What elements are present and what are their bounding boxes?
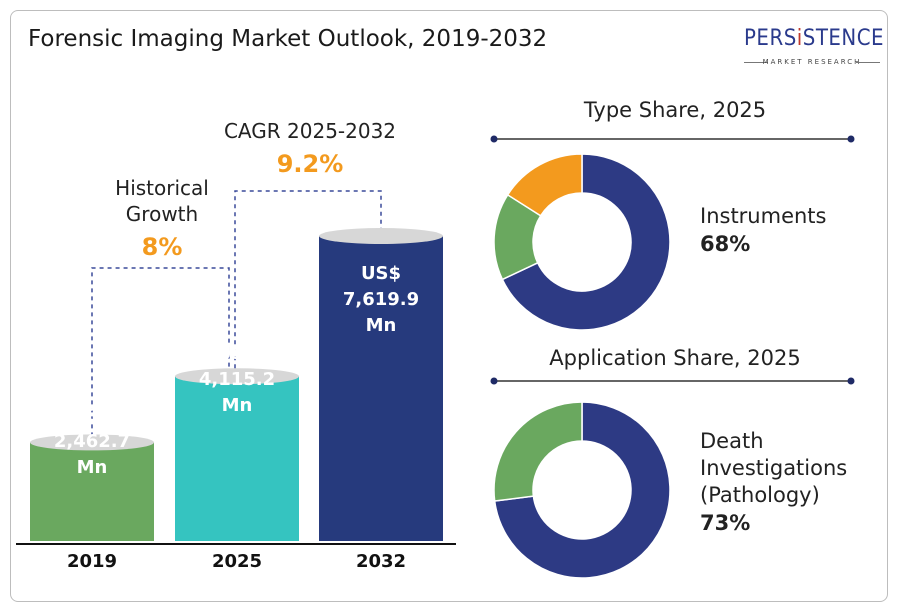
- instruments-value: 68%: [700, 232, 751, 256]
- x-tick-2032: 2032: [355, 551, 407, 572]
- historical-growth-label: Historical Growth: [115, 176, 209, 226]
- historical-growth-connector: [91, 267, 230, 437]
- type-share-divider-dot-left: [490, 135, 498, 143]
- bar-value-label-2025: US$ 4,115.2 Mn: [198, 343, 276, 416]
- bar-value-label-2032: US$ 7,619.9 Mn: [342, 263, 420, 336]
- type-share-slice-2: [506, 153, 583, 217]
- persistence-logo: PERSiSTENCE MARKET RESEARCH: [744, 26, 885, 70]
- bar-cap-2025: [175, 368, 299, 385]
- bar-2025: [175, 376, 299, 541]
- historical-growth-value: 8%: [141, 233, 183, 261]
- type-share-slice-0: [501, 153, 671, 331]
- chart-title: Forensic Imaging Market Outlook, 2019-20…: [28, 26, 548, 52]
- application-share-divider-dot-left: [490, 377, 498, 385]
- infographic-frame: [10, 10, 888, 602]
- application-share-title: Application Share, 2025: [549, 346, 801, 370]
- application-share-slice-1: [493, 401, 583, 502]
- cagr-label: CAGR 2025-2032: [223, 119, 397, 143]
- logo-tagline: MARKET RESEARCH: [762, 58, 862, 66]
- bar-value-label-2019: US$ 2,462.7 Mn: [53, 405, 131, 478]
- bar-2032: [319, 236, 443, 541]
- cagr-connector: [234, 190, 382, 369]
- bar-2019: [30, 442, 154, 541]
- death-investigations-label: Death Investigations (Pathology): [700, 429, 848, 507]
- instruments-label: Instruments: [700, 204, 827, 228]
- x-tick-2019: 2019: [66, 551, 118, 572]
- application-share-divider-dot-right: [847, 377, 855, 385]
- type-share-title: Type Share, 2025: [583, 98, 767, 122]
- application-share-slice-0: [493, 401, 671, 579]
- logo-wordmark: PERSiSTENCE: [744, 26, 885, 51]
- death-investigations-value: 73%: [700, 511, 751, 535]
- bar-cap-2019: [30, 434, 154, 451]
- x-tick-2025: 2025: [211, 551, 263, 572]
- bar-cap-2032: [319, 228, 443, 244]
- cagr-value: 9.2%: [276, 150, 344, 178]
- type-share-divider-dot-right: [847, 135, 855, 143]
